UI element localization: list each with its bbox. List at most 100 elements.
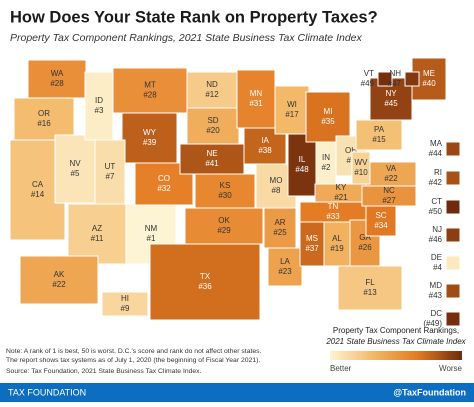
state (186, 71, 238, 109)
state-abbr: MS (306, 234, 318, 243)
state (445, 311, 461, 327)
state (274, 85, 310, 135)
state-abbr: TN (328, 202, 339, 211)
state (101, 291, 149, 317)
subtitle: Property Tax Component Rankings, 2021 St… (10, 32, 363, 44)
state-abbr: VT (364, 69, 374, 78)
state-abbr: NE (206, 149, 217, 158)
state (337, 265, 403, 311)
state-abbr: UT (105, 162, 116, 171)
state-rank: #16 (37, 119, 51, 128)
state-abbr: AL (332, 234, 342, 243)
state-rank: #19 (330, 244, 344, 253)
state (445, 255, 461, 271)
state (445, 227, 461, 243)
state (121, 112, 178, 164)
state-abbr: LA (280, 257, 290, 266)
state-rank: #13 (363, 288, 377, 297)
state-rank: #41 (205, 159, 219, 168)
state-rank: #37 (305, 244, 319, 253)
state-abbr: GA (359, 233, 371, 242)
state-abbr: WV (355, 158, 369, 167)
state-abbr: NH (389, 69, 401, 78)
state (287, 133, 317, 197)
state-abbr: DE (431, 253, 442, 262)
state (27, 59, 87, 99)
state-rank: #36 (198, 282, 212, 291)
state-rank: #8 (272, 186, 281, 195)
state (404, 71, 420, 87)
note: The report shows tax systems as of July … (6, 357, 260, 364)
state-rank: #42 (429, 178, 443, 187)
state (13, 97, 75, 141)
state-rank: #6 (347, 156, 356, 165)
state-abbr: MT (144, 81, 156, 90)
state-abbr: FL (365, 278, 375, 287)
state-rank: #22 (52, 280, 66, 289)
state-rank: #29 (217, 226, 231, 235)
state-rank: #26 (358, 243, 372, 252)
state-abbr: SD (207, 116, 218, 125)
state-abbr: NM (145, 224, 158, 233)
state (149, 243, 261, 321)
state-abbr: PA (374, 125, 385, 134)
state-abbr: KS (220, 181, 231, 190)
footer-right: @TaxFoundation (393, 387, 466, 397)
legend-low: Better (330, 364, 352, 373)
state-rank: #44 (429, 149, 443, 158)
state-rank: #11 (91, 234, 104, 243)
state (323, 221, 351, 267)
state (19, 255, 99, 305)
state-abbr: NC (383, 186, 395, 195)
state-abbr: NJ (432, 225, 442, 234)
state-rank: #46 (429, 235, 443, 244)
state-rank: #17 (285, 110, 299, 119)
state (445, 141, 461, 157)
state-rank: #2 (322, 163, 331, 172)
state (267, 247, 303, 287)
state (305, 91, 351, 143)
state-abbr: MA (430, 139, 443, 148)
state-abbr: AR (274, 218, 285, 227)
note: Note: A rank of 1 is best, 50 is worst. … (6, 348, 262, 355)
state-abbr: MN (250, 89, 263, 98)
state-rank: #14 (31, 190, 45, 199)
state-abbr: IL (299, 155, 306, 164)
state (112, 67, 188, 114)
state-abbr: KY (336, 183, 347, 192)
state-rank: #3 (95, 106, 104, 115)
state-rank: #10 (354, 168, 368, 177)
state (299, 221, 325, 267)
state (365, 205, 397, 237)
state-rank: (#49) (423, 319, 442, 328)
state-rank: #23 (278, 267, 292, 276)
state-rank: #21 (334, 193, 348, 202)
state-abbr: MO (270, 176, 283, 185)
state (445, 199, 461, 215)
state-rank: #35 (321, 117, 335, 126)
state-rank: #49 (361, 79, 375, 88)
state-abbr: ME (423, 69, 435, 78)
state-abbr: CT (431, 197, 442, 206)
state-abbr: NV (69, 159, 81, 168)
state-abbr: NY (385, 89, 397, 98)
state (445, 283, 461, 299)
state-rank: #12 (205, 90, 219, 99)
state-abbr: TX (200, 272, 211, 281)
state-rank: #48 (295, 165, 309, 174)
state-rank: #39 (143, 138, 157, 147)
state-abbr: IA (261, 136, 269, 145)
state-abbr: CA (32, 180, 44, 189)
state-abbr: SC (375, 211, 386, 220)
state-abbr: AZ (92, 224, 102, 233)
state-abbr: ID (95, 96, 103, 105)
footer-bar (0, 383, 474, 402)
state-rank: #43 (429, 291, 443, 300)
state (236, 69, 276, 129)
state-rank: #45 (384, 99, 398, 108)
state-rank: #25 (273, 228, 287, 237)
state-abbr: IN (322, 153, 330, 162)
state-abbr: OH (345, 146, 357, 155)
state-rank: #34 (374, 221, 388, 230)
legend-title: Property Tax Component Rankings, (333, 326, 459, 335)
